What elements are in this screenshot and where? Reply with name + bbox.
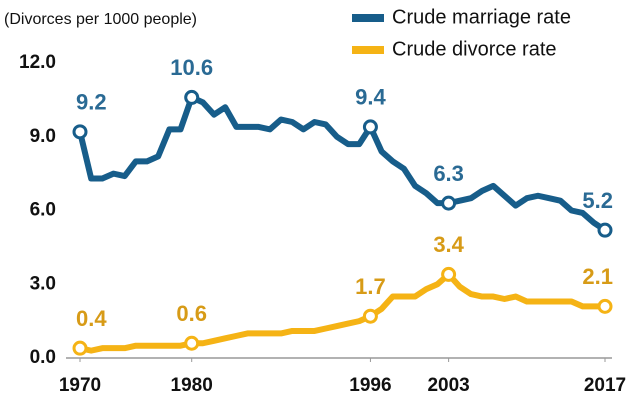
value-label: 9.4 — [355, 85, 386, 110]
y-tick-label: 0.0 — [30, 347, 56, 368]
value-label: 3.4 — [433, 232, 464, 257]
x-tick-label: 1980 — [171, 375, 213, 396]
point-marker — [597, 222, 613, 238]
y-tick-label: 3.0 — [30, 273, 56, 294]
value-label: 10.6 — [170, 55, 213, 80]
series-line — [77, 271, 608, 354]
point-marker — [441, 195, 457, 211]
y-tick-label: 6.0 — [30, 200, 56, 221]
value-label: 5.2 — [582, 188, 613, 213]
series-line — [77, 94, 608, 234]
x-tick-label: 1970 — [59, 375, 101, 396]
y-axis-label: (Divorces per 1000 people) — [4, 11, 197, 28]
point-marker — [362, 308, 378, 324]
legend-label: Crude marriage rate — [392, 6, 571, 28]
value-label: 6.3 — [433, 161, 464, 186]
point-marker — [184, 335, 200, 351]
point-marker — [362, 119, 378, 135]
value-label: 2.1 — [582, 264, 613, 289]
point-marker — [441, 266, 457, 282]
point-marker — [72, 124, 88, 140]
value-label: 9.2 — [76, 90, 107, 115]
point-marker — [72, 340, 88, 356]
point-marker — [597, 298, 613, 314]
value-label: 0.6 — [176, 301, 207, 326]
y-tick-label: 12.0 — [19, 52, 56, 73]
legend-label: Crude divorce rate — [392, 38, 557, 60]
point-marker — [184, 89, 200, 105]
value-label: 1.7 — [355, 274, 386, 299]
value-label: 0.4 — [76, 306, 107, 331]
x-tick-label: 2017 — [584, 375, 626, 396]
x-tick-label: 1996 — [349, 375, 391, 396]
x-tick-label: 2003 — [427, 375, 469, 396]
y-tick-label: 9.0 — [30, 126, 56, 147]
